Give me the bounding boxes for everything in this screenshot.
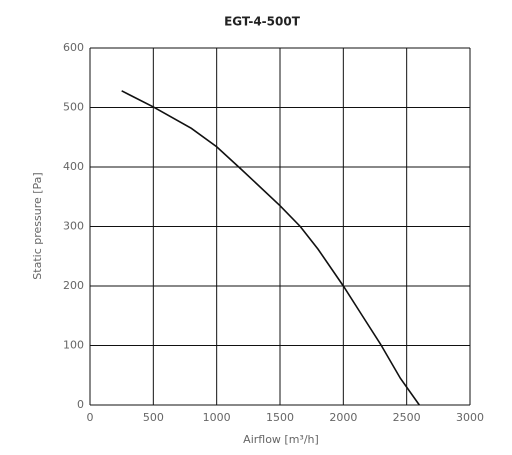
y-tick-label: 200 <box>63 279 84 292</box>
y-tick-label: 600 <box>63 41 84 54</box>
y-tick-label: 0 <box>77 398 84 411</box>
x-tick-label: 500 <box>143 411 164 424</box>
y-tick-label: 300 <box>63 220 84 233</box>
x-tick-label: 1500 <box>266 411 294 424</box>
x-tick-label: 0 <box>87 411 94 424</box>
x-tick-label: 1000 <box>203 411 231 424</box>
x-tick-label: 3000 <box>456 411 484 424</box>
x-tick-label: 2000 <box>329 411 357 424</box>
x-axis-label: Airflow [m³/h] <box>243 433 319 446</box>
data-line <box>121 90 420 406</box>
y-tick-label: 100 <box>63 339 84 352</box>
x-tick-label: 2500 <box>393 411 421 424</box>
y-tick-label: 400 <box>63 160 84 173</box>
y-tick-label: 500 <box>63 101 84 114</box>
y-axis-label: Static pressure [Pa] <box>31 172 44 279</box>
chart-title: EGT-4-500T <box>224 15 301 29</box>
